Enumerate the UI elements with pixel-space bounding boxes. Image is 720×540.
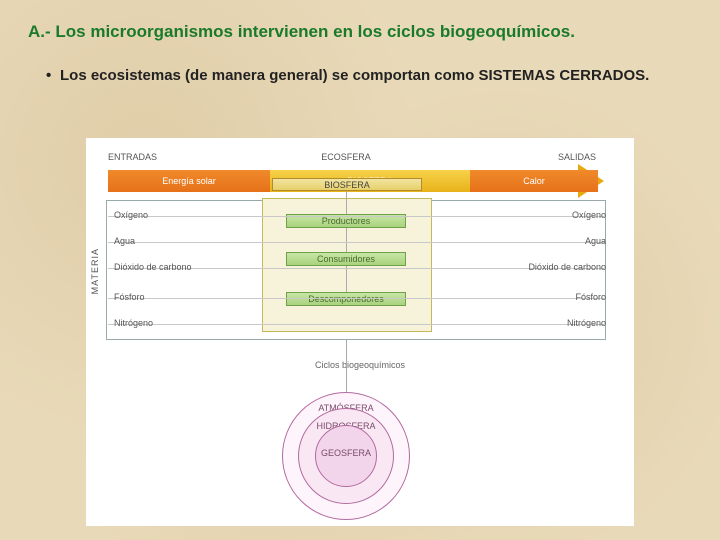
row-right-0: Oxígeno bbox=[466, 210, 606, 220]
row-left-3: Fósforo bbox=[114, 292, 254, 302]
row-left-1: Agua bbox=[114, 236, 254, 246]
trophic-box-2: Descomponedores bbox=[286, 292, 406, 306]
row-left-4: Nitrógeno bbox=[114, 318, 254, 328]
trophic-connector-0 bbox=[346, 191, 347, 214]
row-left-0: Oxígeno bbox=[114, 210, 254, 220]
row-right-2: Dióxido de carbono bbox=[466, 262, 606, 272]
row-right-1: Agua bbox=[466, 236, 606, 246]
bullet-text: Los ecosistemas (de manera general) se c… bbox=[60, 66, 670, 86]
row-right-4: Nitrógeno bbox=[466, 318, 606, 328]
cycles-label: Ciclos biogeoquímicos bbox=[86, 360, 634, 370]
sphere-label-2: GEOSFERA bbox=[316, 448, 376, 458]
sphere-2: GEOSFERA bbox=[315, 425, 377, 487]
diagram-figure: ENTRADAS ECOSFERA SALIDAS Energía solarB… bbox=[86, 138, 634, 526]
connector-frame-to-sphere bbox=[346, 340, 347, 392]
row-left-2: Dióxido de carbono bbox=[114, 262, 254, 272]
section-title: A.- Los microorganismos intervienen en l… bbox=[28, 22, 575, 42]
arrow-cell-2: Calor bbox=[470, 170, 598, 192]
header-ecosfera: ECOSFERA bbox=[286, 152, 406, 162]
trophic-connector-1 bbox=[346, 228, 347, 252]
row-right-3: Fósforo bbox=[466, 292, 606, 302]
header-entradas: ENTRADAS bbox=[108, 152, 228, 162]
materia-label: MATERIA bbox=[90, 248, 100, 294]
header-salidas: SALIDAS bbox=[486, 152, 596, 162]
arrow-cell-0: Energía solar bbox=[108, 170, 270, 192]
biosfera-box: BIOSFERA bbox=[272, 178, 422, 191]
trophic-box-1: Consumidores bbox=[286, 252, 406, 266]
trophic-connector-2 bbox=[346, 266, 347, 292]
